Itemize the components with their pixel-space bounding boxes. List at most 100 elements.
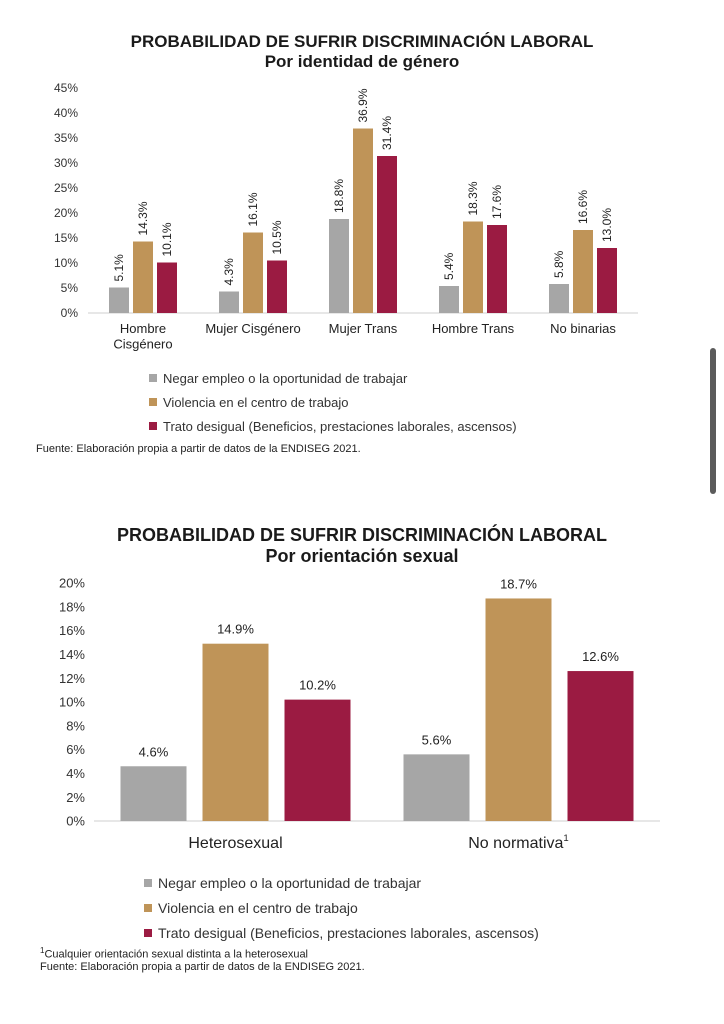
y-tick-label: 0% bbox=[66, 814, 85, 829]
bar bbox=[463, 221, 483, 313]
data-label: 10.2% bbox=[299, 678, 336, 693]
legend-swatch bbox=[149, 374, 157, 382]
data-label: 5.6% bbox=[422, 732, 452, 747]
y-tick-label: 10% bbox=[59, 695, 85, 710]
data-label: 18.8% bbox=[332, 179, 346, 213]
y-tick-label: 10% bbox=[54, 256, 78, 270]
scrollbar[interactable] bbox=[710, 348, 716, 494]
bar bbox=[243, 232, 263, 313]
y-tick-label: 45% bbox=[54, 81, 78, 95]
bar bbox=[487, 225, 507, 313]
legend-label: Negar empleo o la oportunidad de trabaja… bbox=[158, 874, 422, 891]
x-tick-label: Mujer Trans bbox=[329, 321, 398, 336]
data-label: 5.4% bbox=[442, 252, 456, 280]
data-label: 18.3% bbox=[466, 181, 480, 215]
bar bbox=[573, 230, 593, 313]
y-tick-label: 16% bbox=[59, 623, 85, 638]
y-tick-label: 5% bbox=[61, 281, 79, 295]
chart-subtitle: Por identidad de género bbox=[264, 52, 460, 71]
legend-label: Negar empleo o la oportunidad de trabaja… bbox=[163, 370, 408, 386]
y-tick-label: 8% bbox=[66, 718, 85, 733]
legend-label: Trato desigual (Beneficios, prestaciones… bbox=[163, 418, 517, 434]
source-note: Fuente: Elaboración propia a partir de d… bbox=[40, 961, 365, 973]
legend-item: Negar empleo o la oportunidad de trabaja… bbox=[144, 870, 539, 895]
footnote: 1Cualquier orientación sexual distinta a… bbox=[40, 946, 308, 961]
data-label: 5.8% bbox=[552, 250, 566, 278]
chart-subtitle: Por orientación sexual bbox=[265, 546, 459, 566]
legend-label: Trato desigual (Beneficios, prestaciones… bbox=[158, 924, 539, 941]
y-tick-label: 14% bbox=[59, 647, 85, 662]
data-label: 18.7% bbox=[500, 576, 537, 591]
y-tick-label: 2% bbox=[66, 790, 85, 805]
bar bbox=[284, 699, 351, 821]
y-tick-label: 20% bbox=[59, 576, 85, 591]
y-tick-label: 40% bbox=[54, 106, 78, 120]
x-tick-label: Hombre Trans bbox=[432, 321, 515, 336]
chart-title: PROBABILIDAD DE SUFRIR DISCRIMINACIÓN LA… bbox=[117, 525, 607, 545]
data-label: 4.6% bbox=[139, 744, 169, 759]
legend: Negar empleo o la oportunidad de trabaja… bbox=[149, 366, 517, 438]
bar bbox=[485, 598, 552, 821]
y-tick-label: 30% bbox=[54, 156, 78, 170]
bar bbox=[377, 156, 397, 313]
x-tick-label: Mujer Cisgénero bbox=[205, 321, 300, 336]
legend-swatch bbox=[144, 903, 152, 912]
legend: Negar empleo o la oportunidad de trabaja… bbox=[144, 870, 539, 945]
data-label: 10.1% bbox=[160, 222, 174, 256]
x-tick-label: Hombre Cisgénero bbox=[113, 321, 172, 352]
y-tick-label: 35% bbox=[54, 131, 78, 145]
bar bbox=[353, 128, 373, 313]
chart-title: PROBABILIDAD DE SUFRIR DISCRIMINACIÓN LA… bbox=[130, 32, 594, 51]
bar bbox=[597, 248, 617, 313]
y-tick-label: 6% bbox=[66, 742, 85, 757]
footnote-marker: 1 bbox=[40, 946, 45, 955]
bar bbox=[439, 286, 459, 313]
data-label: 13.0% bbox=[600, 208, 614, 242]
data-label: 16.1% bbox=[246, 192, 260, 226]
data-label: 14.9% bbox=[217, 622, 254, 637]
data-label: 36.9% bbox=[356, 88, 370, 122]
data-label: 14.3% bbox=[136, 201, 150, 235]
y-tick-label: 12% bbox=[59, 671, 85, 686]
legend-label: Violencia en el centro de trabajo bbox=[158, 899, 358, 916]
legend-item: Negar empleo o la oportunidad de trabaja… bbox=[149, 366, 517, 390]
bar bbox=[567, 671, 634, 821]
legend-swatch bbox=[149, 398, 157, 406]
data-label: 31.4% bbox=[380, 116, 394, 150]
bar bbox=[329, 219, 349, 313]
bar bbox=[549, 284, 569, 313]
x-tick-label: No normativa1 bbox=[468, 833, 569, 852]
legend-swatch bbox=[144, 878, 152, 887]
bar bbox=[120, 766, 187, 821]
data-label: 16.6% bbox=[576, 190, 590, 224]
data-label: 5.1% bbox=[112, 254, 126, 282]
y-tick-label: 20% bbox=[54, 206, 78, 220]
legend-label: Violencia en el centro de trabajo bbox=[163, 394, 349, 410]
bar bbox=[219, 291, 239, 313]
source-note: Fuente: Elaboración propia a partir de d… bbox=[36, 443, 361, 455]
bar bbox=[133, 241, 153, 313]
data-label: 12.6% bbox=[582, 649, 619, 664]
bar bbox=[109, 287, 129, 313]
footnote-text: Cualquier orientación sexual distinta a … bbox=[44, 948, 309, 961]
bar-plot: 0% 5% 10% 15% 20% 25% 30% 35% 40% 45% 5.1% 14.3% 10.… bbox=[54, 81, 638, 352]
bar bbox=[157, 262, 177, 313]
bar bbox=[202, 643, 269, 821]
y-tick-label: 15% bbox=[54, 231, 78, 245]
legend-swatch bbox=[144, 928, 152, 937]
legend-swatch bbox=[149, 422, 157, 430]
legend-item: Trato desigual (Beneficios, prestaciones… bbox=[144, 920, 539, 945]
bar bbox=[403, 754, 470, 821]
x-tick-label: Heterosexual bbox=[188, 835, 282, 852]
legend-item: Violencia en el centro de trabajo bbox=[144, 895, 539, 920]
chart-gender-identity: PROBABILIDAD DE SUFRIR DISCRIMINACIÓN LA… bbox=[0, 0, 724, 470]
bar bbox=[267, 260, 287, 313]
y-tick-label: 18% bbox=[59, 599, 85, 614]
x-tick-label: No binarias bbox=[550, 321, 616, 336]
data-label: 17.6% bbox=[490, 185, 504, 219]
legend-item: Violencia en el centro de trabajo bbox=[149, 390, 517, 414]
y-tick-label: 25% bbox=[54, 181, 78, 195]
data-label: 10.5% bbox=[270, 220, 284, 254]
bar-plot: 0% 2% 4% 6% 8% 10% 12% 14% 16% 18% 20% 4.6% 14.9% 10.… bbox=[59, 576, 660, 852]
chart-sexual-orientation: PROBABILIDAD DE SUFRIR DISCRIMINACIÓN LA… bbox=[0, 508, 724, 988]
